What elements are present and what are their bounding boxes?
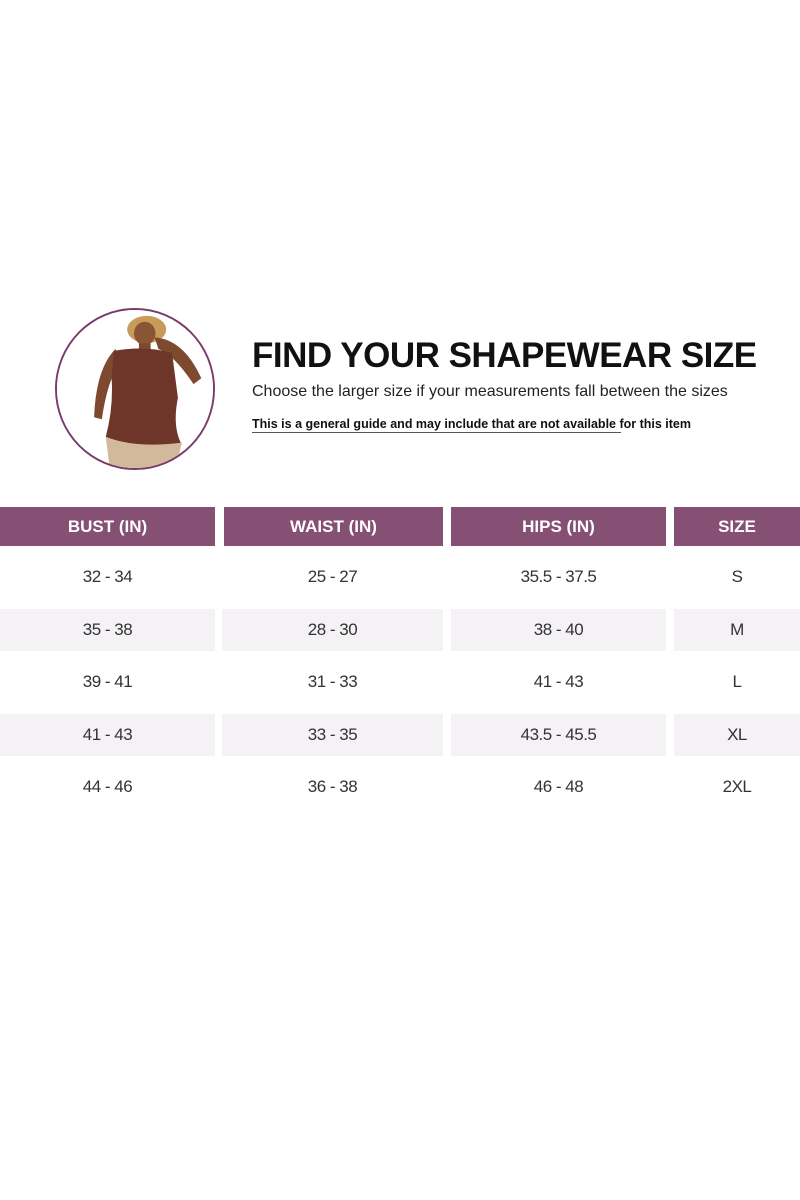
guide-note: This is a general guide and may include …	[252, 417, 692, 431]
column-header-hips: HIPS (IN)	[451, 507, 666, 546]
cell-bust: 39 - 41	[82, 672, 133, 691]
row-stripe	[222, 713, 443, 756]
row-stripe	[0, 608, 215, 651]
cell-size: 2XL	[722, 777, 752, 796]
cell-size: XL	[727, 724, 747, 744]
cell-hips: 43.5 - 45.5	[520, 724, 597, 744]
cell-hips: 46 - 48	[533, 777, 584, 796]
cell-hips: 38 - 40	[533, 619, 584, 639]
column-header-bust: BUST (IN)	[0, 507, 215, 546]
column-header-size: SIZE	[674, 507, 800, 546]
cell-hips: 41 - 43	[533, 672, 584, 691]
row-stripe	[0, 713, 215, 756]
cell-size: M	[730, 619, 744, 639]
cell-hips: 35.5 - 37.5	[520, 567, 597, 586]
cell-waist: 28 - 30	[307, 619, 358, 639]
cell-waist: 31 - 33	[307, 672, 358, 691]
cell-bust: 41 - 43	[82, 724, 133, 744]
cell-size: L	[732, 672, 742, 691]
cell-waist: 36 - 38	[307, 777, 358, 796]
model-photo	[55, 308, 215, 470]
column-header-waist: WAIST (IN)	[224, 507, 443, 546]
row-stripe	[674, 608, 800, 651]
cell-bust: 44 - 46	[82, 777, 133, 796]
cell-waist: 33 - 35	[307, 724, 358, 744]
note-underline	[252, 432, 621, 433]
cell-size: S	[731, 567, 743, 586]
cell-waist: 25 - 27	[307, 567, 358, 586]
row-stripe	[222, 608, 443, 651]
row-stripe	[451, 713, 666, 756]
cell-bust: 32 - 34	[82, 567, 133, 586]
row-stripe	[674, 713, 800, 756]
cell-bust: 35 - 38	[82, 619, 133, 639]
row-stripe	[451, 608, 666, 651]
subtitle: Choose the larger size if your measureme…	[252, 383, 728, 400]
page-title: FIND YOUR SHAPEWEAR SIZE	[252, 336, 757, 375]
